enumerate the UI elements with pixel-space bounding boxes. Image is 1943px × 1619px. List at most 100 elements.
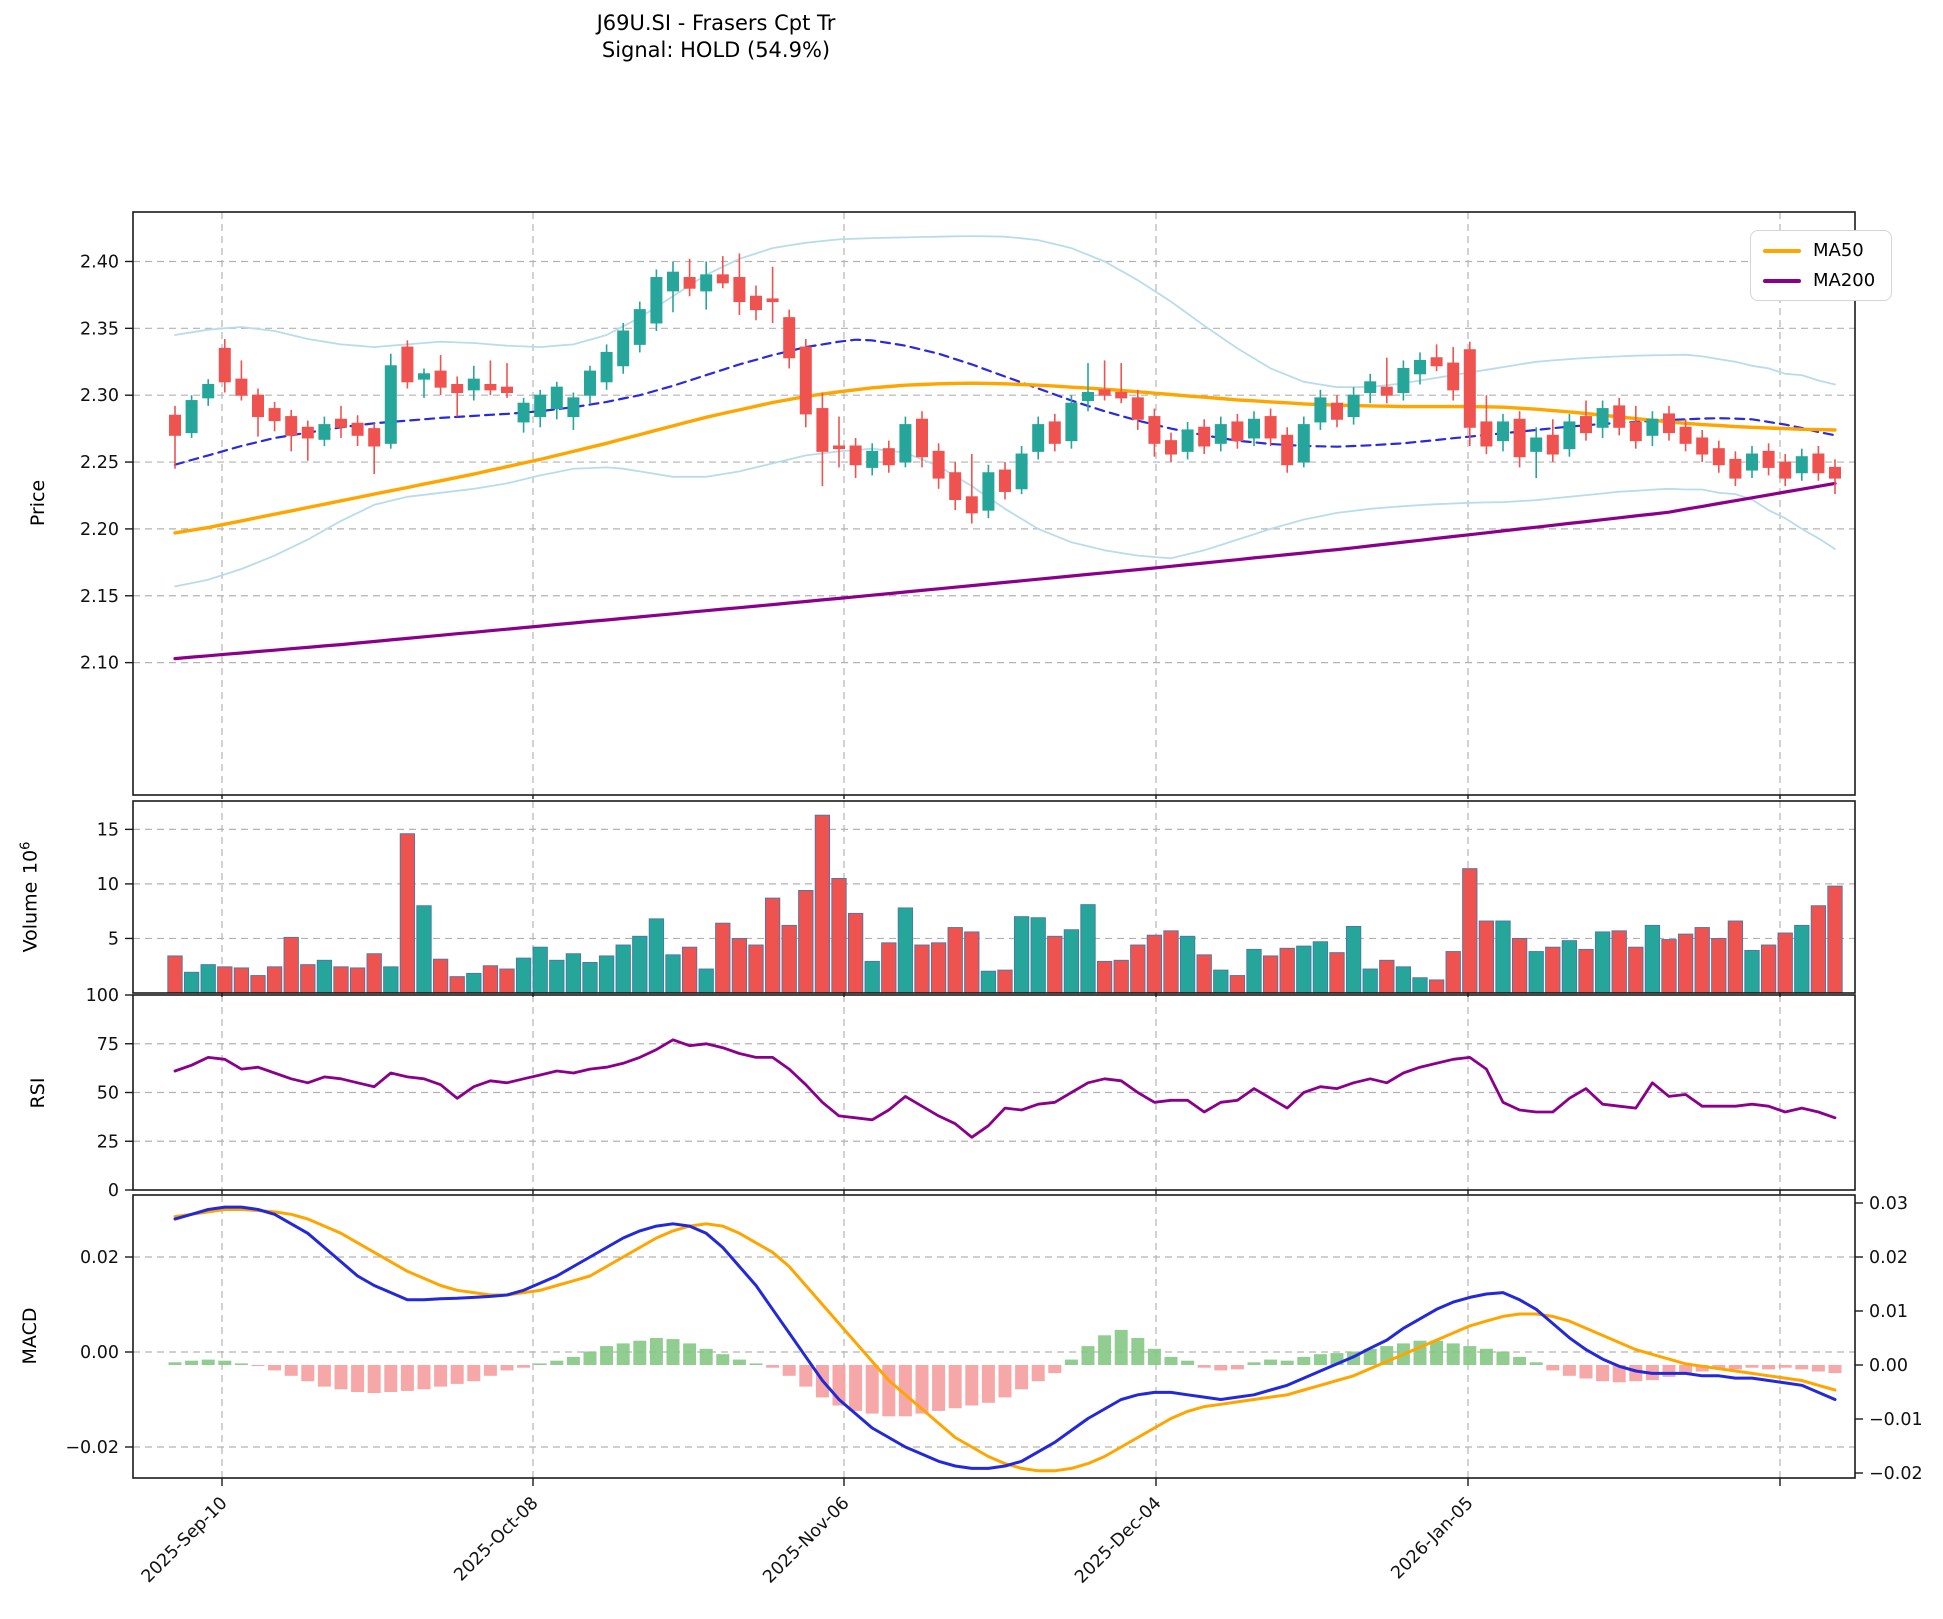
- macd-left-tick-label: 0.00: [80, 1343, 119, 1363]
- volume-bar: [681, 946, 698, 994]
- volume-bar: [1561, 940, 1578, 994]
- candle-body: [833, 445, 845, 450]
- candle-body: [185, 400, 198, 434]
- macd-histogram-bar: [998, 1365, 1012, 1398]
- volume-bar: [1296, 945, 1312, 994]
- candle-body: [434, 370, 447, 388]
- volume-bar: [266, 966, 283, 994]
- volume-bar: [632, 935, 648, 994]
- candle-body: [1663, 413, 1675, 434]
- volume-bar: [233, 967, 250, 994]
- volume-bar: [1727, 920, 1744, 994]
- candle-body: [1812, 453, 1825, 474]
- volume-bar: [1594, 931, 1611, 994]
- candle-body: [1762, 450, 1775, 468]
- macd-histogram-bar: [1330, 1353, 1344, 1365]
- candle-body: [799, 346, 812, 415]
- grid-lines: [133, 212, 1855, 1478]
- volume-bar: [316, 959, 333, 994]
- macd-histogram-bar: [849, 1365, 863, 1411]
- price-tick-label: 2.40: [80, 252, 119, 272]
- candle-body: [1447, 362, 1460, 391]
- candle-body: [451, 383, 464, 394]
- volume-bar: [1545, 946, 1561, 994]
- macd-histogram-bar: [1579, 1365, 1593, 1379]
- candle-body: [700, 274, 713, 292]
- volume-bar: [1146, 934, 1163, 994]
- macd-histogram-bar: [218, 1360, 232, 1365]
- macd-histogram-bar: [1513, 1356, 1527, 1365]
- macd-histogram-bar: [234, 1363, 248, 1365]
- legend[interactable]: MA50 MA200: [1750, 230, 1893, 301]
- candle-body: [384, 365, 397, 444]
- volume-bar: [1445, 951, 1461, 994]
- x-tick-label: 2025-Oct-08: [450, 1493, 542, 1585]
- volume-bar: [1744, 950, 1760, 994]
- macd-histogram-bar: [716, 1354, 730, 1365]
- macd-histogram-bar: [1496, 1351, 1510, 1365]
- candle-body: [235, 378, 248, 396]
- candle-body: [733, 277, 746, 303]
- candle-body: [1829, 466, 1841, 479]
- candle-body: [1497, 421, 1509, 442]
- macd-histogram-bar: [434, 1365, 448, 1387]
- candle-body: [1148, 416, 1161, 444]
- volume-bar: [1694, 927, 1710, 994]
- volume-bar: [1495, 920, 1511, 994]
- volume-bar: [715, 922, 731, 994]
- volume-bar: [814, 814, 831, 994]
- macd-histogram-bar: [1114, 1329, 1128, 1365]
- candle-body: [1115, 392, 1128, 399]
- volume-bar: [183, 971, 200, 994]
- volume-bar: [582, 962, 598, 994]
- macd-histogram-bar: [317, 1365, 331, 1387]
- volume-bar: [1661, 939, 1677, 994]
- volume-bar: [1760, 944, 1777, 994]
- macd-histogram-bar: [782, 1365, 796, 1376]
- candle-body: [1580, 416, 1592, 434]
- macd-histogram-bar: [417, 1365, 431, 1390]
- candle-body: [1214, 424, 1227, 444]
- volume-bar: [1213, 969, 1229, 994]
- volume-bar: [1229, 975, 1246, 994]
- candle-body: [899, 424, 912, 463]
- macd-histogram-bar: [201, 1359, 215, 1365]
- candle-body: [882, 448, 895, 466]
- macd-histogram-bar: [1264, 1359, 1278, 1365]
- volume-bar: [1644, 924, 1661, 994]
- macd-histogram-bar: [1778, 1365, 1792, 1368]
- macd-histogram-bar: [1164, 1356, 1178, 1365]
- candle-body: [252, 394, 264, 418]
- macd-histogram-bar: [616, 1343, 630, 1365]
- volume-bar: [1130, 944, 1146, 994]
- price-tick-label: 2.15: [80, 587, 119, 607]
- volume-bar: [1677, 933, 1694, 994]
- candle-body: [1646, 418, 1659, 436]
- chart-title: J69U.SI - Frasers Cpt Tr Signal: HOLD (5…: [0, 10, 1432, 65]
- macd-histogram-bar: [1430, 1340, 1444, 1365]
- candle-body: [1712, 448, 1725, 466]
- macd-histogram-bar: [1081, 1346, 1095, 1365]
- volume-bar: [980, 970, 997, 994]
- candle-body: [633, 309, 646, 345]
- macd-histogram-bar: [633, 1340, 647, 1365]
- candle-body: [534, 394, 547, 418]
- candle-body: [501, 386, 513, 394]
- macd-histogram-bar: [1463, 1346, 1477, 1365]
- candle-body: [169, 414, 181, 436]
- macd-histogram-bar: [1098, 1335, 1112, 1365]
- volume-bar: [1329, 952, 1345, 994]
- candle-body: [617, 330, 630, 367]
- macd-histogram-bar: [1363, 1348, 1377, 1365]
- macd-histogram-bar: [932, 1365, 946, 1411]
- candle-body: [1248, 418, 1260, 439]
- price-tick-label: 2.10: [80, 654, 119, 674]
- macd-histogram-bar: [1762, 1365, 1776, 1370]
- candle-body: [1281, 434, 1294, 466]
- macd-histogram-bar: [1596, 1365, 1610, 1382]
- volume-bar: [383, 966, 399, 994]
- macd-panel: [168, 1205, 1842, 1473]
- volume-bar: [665, 954, 681, 994]
- candle-body: [1131, 397, 1144, 420]
